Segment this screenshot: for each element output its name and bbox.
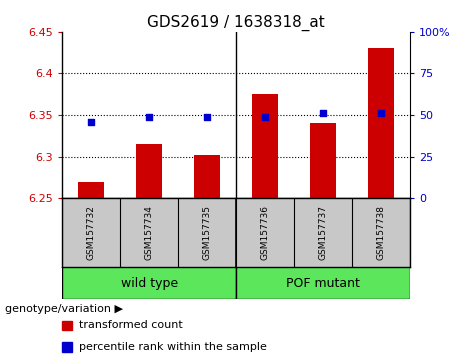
Text: wild type: wild type: [121, 277, 178, 290]
Text: GSM157732: GSM157732: [87, 205, 96, 260]
Point: [319, 110, 327, 116]
Bar: [236, 267, 410, 299]
Bar: [368, 48, 394, 198]
Point: [146, 114, 153, 120]
Text: percentile rank within the sample: percentile rank within the sample: [79, 342, 267, 353]
Point: [261, 114, 269, 120]
Bar: [136, 144, 162, 198]
Bar: [78, 182, 104, 198]
Text: GSM157734: GSM157734: [145, 205, 154, 260]
Text: GSM157735: GSM157735: [203, 205, 212, 260]
Bar: [310, 123, 337, 198]
Point: [88, 119, 95, 125]
Text: GSM157737: GSM157737: [319, 205, 328, 260]
Bar: [62, 342, 72, 352]
Point: [204, 114, 211, 120]
Bar: [62, 320, 72, 330]
Title: GDS2619 / 1638318_at: GDS2619 / 1638318_at: [148, 14, 325, 30]
Text: GSM157736: GSM157736: [261, 205, 270, 260]
Text: genotype/variation ▶: genotype/variation ▶: [5, 303, 123, 314]
Point: [378, 110, 385, 116]
Text: transformed count: transformed count: [79, 320, 183, 331]
Bar: [252, 94, 278, 198]
Bar: [62, 267, 236, 299]
Text: GSM157738: GSM157738: [377, 205, 386, 260]
Bar: [194, 155, 220, 198]
Text: POF mutant: POF mutant: [286, 277, 360, 290]
